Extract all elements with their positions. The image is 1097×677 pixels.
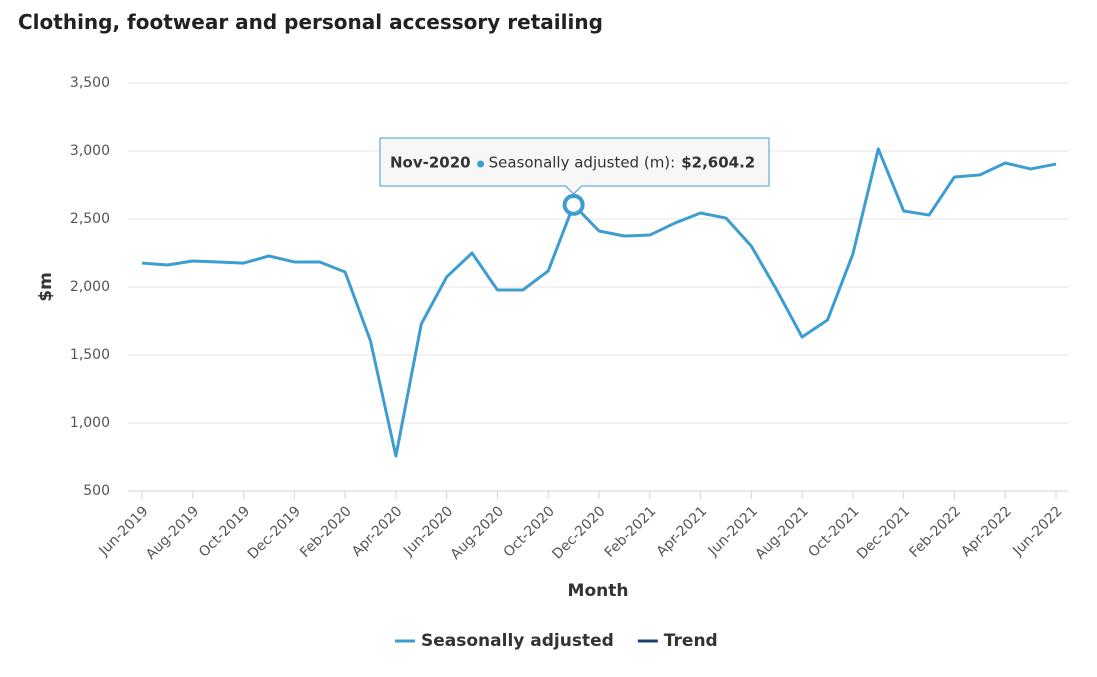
- legend-label: Trend: [664, 631, 718, 651]
- x-tick-label: Aug-2021: [752, 503, 811, 562]
- x-tick-label: Apr-2021: [654, 503, 711, 560]
- y-tick-label: 3,500: [70, 75, 110, 91]
- tooltip-value: $2,604.2: [681, 154, 755, 172]
- y-tick-label: 500: [83, 483, 110, 499]
- x-tick-label: Aug-2020: [448, 503, 507, 562]
- chart-title: Clothing, footwear and personal accessor…: [18, 10, 603, 34]
- tooltip-series: Seasonally adjusted (m):: [489, 154, 676, 172]
- tooltip-category: Nov-2020: [390, 154, 471, 172]
- legend-label: Seasonally adjusted: [421, 631, 614, 651]
- tooltip-dot: [477, 160, 485, 168]
- x-tick-label: Dec-2019: [245, 503, 304, 562]
- tooltip-box: [379, 137, 770, 195]
- x-axis-title: Month: [568, 581, 629, 601]
- x-tick-label: Aug-2019: [143, 503, 202, 562]
- x-tick-label: Feb-2020: [297, 503, 355, 561]
- y-tick-label: 1,000: [70, 415, 110, 431]
- x-tick-label: Dec-2020: [549, 503, 608, 562]
- y-axis-title: $m: [36, 272, 56, 302]
- y-tick-label: 2,000: [70, 279, 110, 295]
- y-tick-label: 1,500: [70, 347, 110, 363]
- hover-marker: [562, 193, 585, 216]
- x-tick-label: Feb-2021: [602, 503, 660, 561]
- x-tick-label: Jun-2022: [1009, 503, 1065, 559]
- data-line: [141, 147, 1057, 458]
- x-tick-label: Feb-2022: [906, 503, 964, 561]
- x-tick-label: Apr-2022: [958, 503, 1015, 560]
- y-tick-label: 2,500: [70, 211, 110, 227]
- tooltip: Nov-2020 Seasonally adjusted (m): $2,604.2: [379, 137, 770, 195]
- x-tick-label: Dec-2021: [854, 503, 913, 562]
- y-tick-label: 3,000: [70, 143, 110, 159]
- x-tick-label: Apr-2020: [349, 503, 406, 560]
